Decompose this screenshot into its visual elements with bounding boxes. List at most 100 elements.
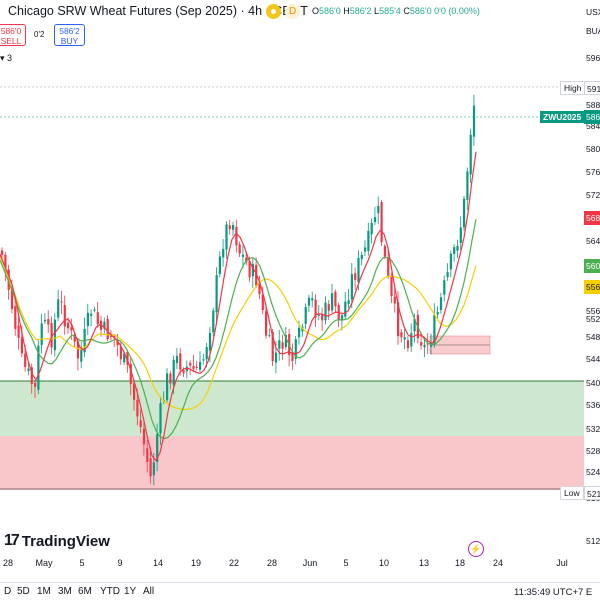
market-status-icon[interactable]	[266, 4, 281, 19]
range-button-3m[interactable]: 3M	[58, 586, 72, 597]
candle-body	[80, 349, 83, 362]
time-label: 24	[492, 558, 504, 568]
candle-body	[119, 346, 122, 360]
data-badge[interactable]: D	[285, 4, 301, 19]
price-tick: 584	[586, 121, 600, 131]
time-axis[interactable]: 28 May 5 9 14 19 22 28 Jun 5 10 13 18 24 Jul	[0, 556, 584, 572]
range-button-5d[interactable]: 5D	[17, 586, 30, 597]
candle-body	[357, 257, 360, 283]
range-button-1m[interactable]: 1M	[37, 586, 51, 597]
candle-body	[205, 347, 208, 360]
time-label: 13	[418, 558, 430, 568]
candle-body	[24, 353, 27, 368]
candle-body	[73, 334, 76, 342]
candle-body	[433, 315, 436, 345]
candle-body	[387, 257, 390, 276]
candle-body	[370, 222, 373, 235]
candle-body	[156, 434, 159, 462]
candle-body	[146, 448, 149, 462]
price-chart[interactable]	[0, 0, 584, 556]
candle-body	[397, 301, 400, 337]
ma-red-line	[0, 151, 477, 462]
candle-body	[57, 299, 60, 318]
candle-body	[142, 428, 146, 445]
symbol-title[interactable]: Chicago SRW Wheat Futures (Sep 2025) · 4…	[8, 4, 308, 18]
demand-zone	[0, 381, 584, 436]
candle-body	[456, 245, 459, 251]
candle-body	[133, 383, 136, 400]
candle-body	[248, 261, 251, 278]
candle-body	[129, 363, 132, 385]
candle-body	[453, 247, 456, 254]
candle-body	[123, 353, 126, 363]
candle-body	[212, 310, 215, 333]
candle-body	[423, 344, 426, 348]
buy-button[interactable]: 586'2 BUY	[54, 24, 85, 46]
candle-body	[373, 217, 377, 223]
candle-body	[281, 342, 284, 349]
tradingview-icon: 17	[4, 532, 20, 549]
candle-body	[218, 256, 221, 274]
candle-body	[364, 247, 367, 252]
time-label: 19	[190, 558, 202, 568]
candle-body	[284, 335, 287, 348]
price-tick: 552	[586, 314, 600, 324]
price-tick: 580	[586, 144, 600, 154]
candle-body	[43, 319, 47, 322]
candle-body	[14, 306, 17, 329]
low-tag: Low	[560, 486, 584, 500]
price-tick: 524	[586, 467, 600, 477]
clock[interactable]: 11:35:49 UTC+7 E	[514, 587, 593, 598]
price-tick: 576	[586, 167, 600, 177]
candle-body	[215, 275, 218, 313]
time-label: 10	[378, 558, 390, 568]
range-button-ytd[interactable]: YTD	[100, 586, 120, 597]
candle-body	[406, 340, 410, 349]
range-button-6m[interactable]: 6M	[78, 586, 92, 597]
candle-body	[169, 373, 172, 384]
candle-body	[390, 275, 393, 297]
candle-body	[410, 333, 413, 347]
candle-body	[86, 312, 89, 327]
candle-body	[136, 399, 139, 417]
tradingview-logo[interactable]: 17 TradingView	[4, 532, 110, 550]
candle-body	[159, 403, 162, 434]
range-button-d[interactable]: D	[4, 586, 12, 597]
candle-body	[149, 458, 152, 477]
candle-body	[314, 299, 317, 318]
flash-icon[interactable]: ⚡	[468, 541, 484, 557]
candle-body	[106, 318, 109, 340]
candle-body	[251, 263, 254, 277]
candle-body	[195, 366, 198, 368]
candle-body	[34, 382, 37, 387]
candle-body	[426, 343, 429, 345]
time-label: 18	[454, 558, 466, 568]
high-value: 591	[584, 81, 600, 95]
candle-body	[311, 298, 314, 301]
chart-header: Chicago SRW Wheat Futures (Sep 2025) · 4…	[0, 0, 600, 24]
time-label: Jun	[302, 558, 318, 568]
candle-body	[340, 315, 344, 321]
indicator-count[interactable]: ▾ 3	[0, 53, 13, 63]
candle-body	[90, 313, 93, 316]
candle-body	[261, 294, 264, 310]
candle-body	[67, 322, 70, 329]
candle-body	[27, 368, 30, 371]
candle-body	[449, 253, 452, 270]
symbol-tag: ZWU2025	[540, 111, 585, 123]
candle-body	[30, 367, 33, 384]
sell-button[interactable]: 586'0 SELL	[0, 24, 26, 46]
range-button-1y[interactable]: 1Y	[124, 586, 137, 597]
candle-body	[294, 339, 297, 359]
candle-body	[70, 327, 73, 331]
candle-body	[96, 312, 99, 325]
range-button-all[interactable]: All	[143, 586, 155, 597]
price-tick: 532	[586, 424, 600, 434]
time-label: 22	[228, 558, 240, 568]
candle-body	[443, 280, 446, 295]
candle-body	[446, 272, 449, 278]
candle-body	[37, 345, 40, 390]
candle-body	[225, 224, 228, 250]
candle-body	[420, 342, 423, 346]
ma-yellow-line	[0, 255, 477, 410]
